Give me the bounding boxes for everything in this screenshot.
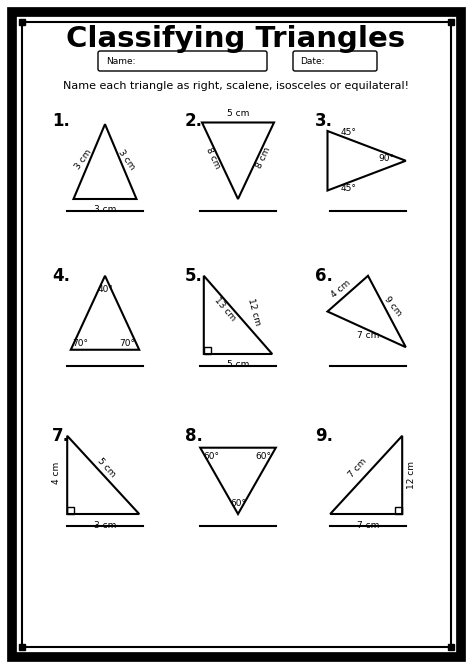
Text: 4 cm: 4 cm [52,462,61,484]
Text: 8 cm: 8 cm [254,146,272,170]
Text: Name:: Name: [106,56,135,66]
Text: 12 cm: 12 cm [246,297,262,326]
Text: 2.: 2. [185,112,203,130]
Text: 5 cm: 5 cm [96,457,118,480]
Text: 4.: 4. [52,267,70,285]
Text: 8.: 8. [185,427,203,445]
Text: 8 cm: 8 cm [204,146,222,170]
Text: 5 cm: 5 cm [227,360,249,369]
Text: 90°: 90° [379,154,395,163]
Text: 3 cm: 3 cm [73,148,94,172]
Text: 7 cm: 7 cm [357,520,379,530]
Polygon shape [12,12,461,657]
Text: 70°: 70° [72,339,88,349]
Text: 70°: 70° [120,339,135,349]
Text: 4 cm: 4 cm [330,279,352,300]
Text: 9 cm: 9 cm [383,295,403,318]
Text: 3 cm: 3 cm [116,148,137,172]
Text: 7 cm: 7 cm [346,457,368,480]
Text: 5 cm: 5 cm [227,110,249,118]
Text: 7.: 7. [52,427,70,445]
Text: 12 cm: 12 cm [407,461,416,489]
Text: 60°: 60° [203,452,219,461]
Text: 40°: 40° [97,285,113,294]
Text: Date:: Date: [300,56,324,66]
Text: 1.: 1. [52,112,70,130]
Text: 6.: 6. [315,267,333,285]
Text: 3 cm: 3 cm [94,205,116,213]
Text: 45°: 45° [341,128,357,137]
Text: 7 cm: 7 cm [357,330,379,340]
Text: 60°: 60° [230,499,246,508]
Text: Name each triangle as right, scalene, isosceles or equilateral!: Name each triangle as right, scalene, is… [63,81,409,91]
Text: 45°: 45° [341,184,357,193]
Text: 5.: 5. [185,267,203,285]
Text: Classifying Triangles: Classifying Triangles [66,25,405,53]
Text: 3 cm: 3 cm [94,520,116,530]
Text: 9.: 9. [315,427,333,445]
Text: 3.: 3. [315,112,333,130]
Text: 13 cm: 13 cm [213,295,238,322]
Text: 60°: 60° [255,452,271,461]
